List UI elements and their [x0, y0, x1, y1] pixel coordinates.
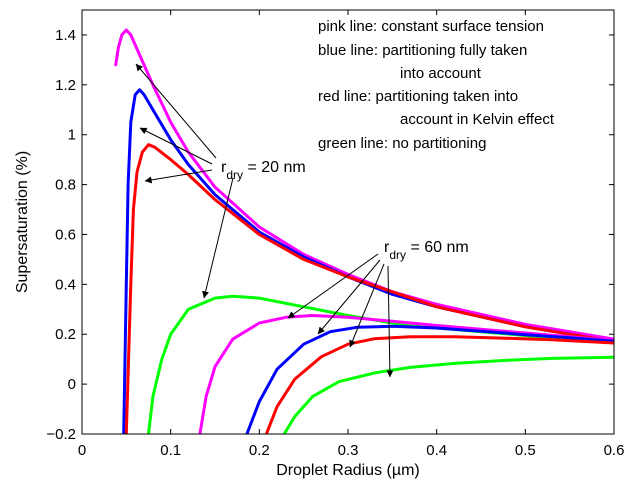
x-tick-label: 0.2 — [249, 442, 270, 459]
callout-20nm-arrow-red — [144, 169, 213, 184]
legend-note-blue-cont: into account — [400, 65, 482, 82]
series-group — [114, 28, 614, 434]
y-tick-label: 0 — [68, 376, 76, 393]
y-tick-label: −0.2 — [46, 426, 76, 443]
y-tick-label: 0.8 — [55, 177, 76, 194]
legend-note-red-cont: account in Kelvin effect — [400, 111, 555, 128]
legend-note-blue: blue line: partitioning fully taken — [318, 42, 527, 59]
callout-60nm: rdry = 60 nm — [287, 239, 469, 378]
x-axis-title: Droplet Radius (µm) — [276, 462, 419, 479]
callout-20nm-arrow-blue — [139, 127, 213, 165]
x-tick-label: 0 — [78, 442, 86, 459]
y-axis-title: Supersaturation (%) — [14, 151, 31, 293]
series-line-red-20nm — [124, 143, 614, 434]
series-line-red-60nm — [264, 335, 614, 434]
x-tick-label: 0.4 — [426, 442, 447, 459]
callout-60nm-arrow-red — [386, 265, 394, 378]
y-tick-label: 1.2 — [55, 77, 76, 94]
callout-20nm-label: rdry = 20 nm — [221, 159, 306, 182]
x-tick-label: 0.5 — [515, 442, 536, 459]
callout-20nm-arrow-green — [202, 177, 234, 299]
y-tick-label: 1 — [68, 127, 76, 144]
legend-note-pink: pink line: constant surface tension — [318, 18, 544, 35]
y-tick-label: 1.4 — [55, 27, 76, 44]
series-line-pink-20nm — [114, 28, 614, 341]
axis-ticks-group: 0 0.1 0.2 0.3 0.4 0.5 0.6−0.200.20.40.60.811.2… — [46, 10, 624, 459]
legend-note-red: red line: partitioning taken into — [318, 88, 518, 105]
callout-60nm-arrow-pink — [317, 259, 381, 335]
callout-60nm-arrow-green — [287, 253, 379, 319]
plot-area-background — [82, 10, 614, 434]
callout-60nm-arrow-blue — [349, 263, 385, 348]
legend-notes: pink line: constant surface tension blue… — [318, 18, 555, 152]
x-tick-label: 0.3 — [338, 442, 359, 459]
series-line-blue-60nm — [245, 324, 614, 434]
series-line-pink-60nm — [198, 314, 614, 434]
y-tick-label: 0.2 — [55, 326, 76, 343]
callout-20nm: rdry = 20 nm — [135, 63, 306, 299]
y-tick-label: 0.6 — [55, 226, 76, 243]
y-tick-label: 0.4 — [55, 276, 76, 293]
callout-20nm-arrow-pink — [135, 63, 217, 159]
x-tick-label: 0.6 — [604, 442, 625, 459]
callout-60nm-label: rdry = 60 nm — [384, 239, 469, 262]
legend-note-green: green line: no partitioning — [318, 135, 486, 152]
series-line-green-60nm — [282, 355, 614, 434]
x-tick-label: 0.1 — [160, 442, 181, 459]
